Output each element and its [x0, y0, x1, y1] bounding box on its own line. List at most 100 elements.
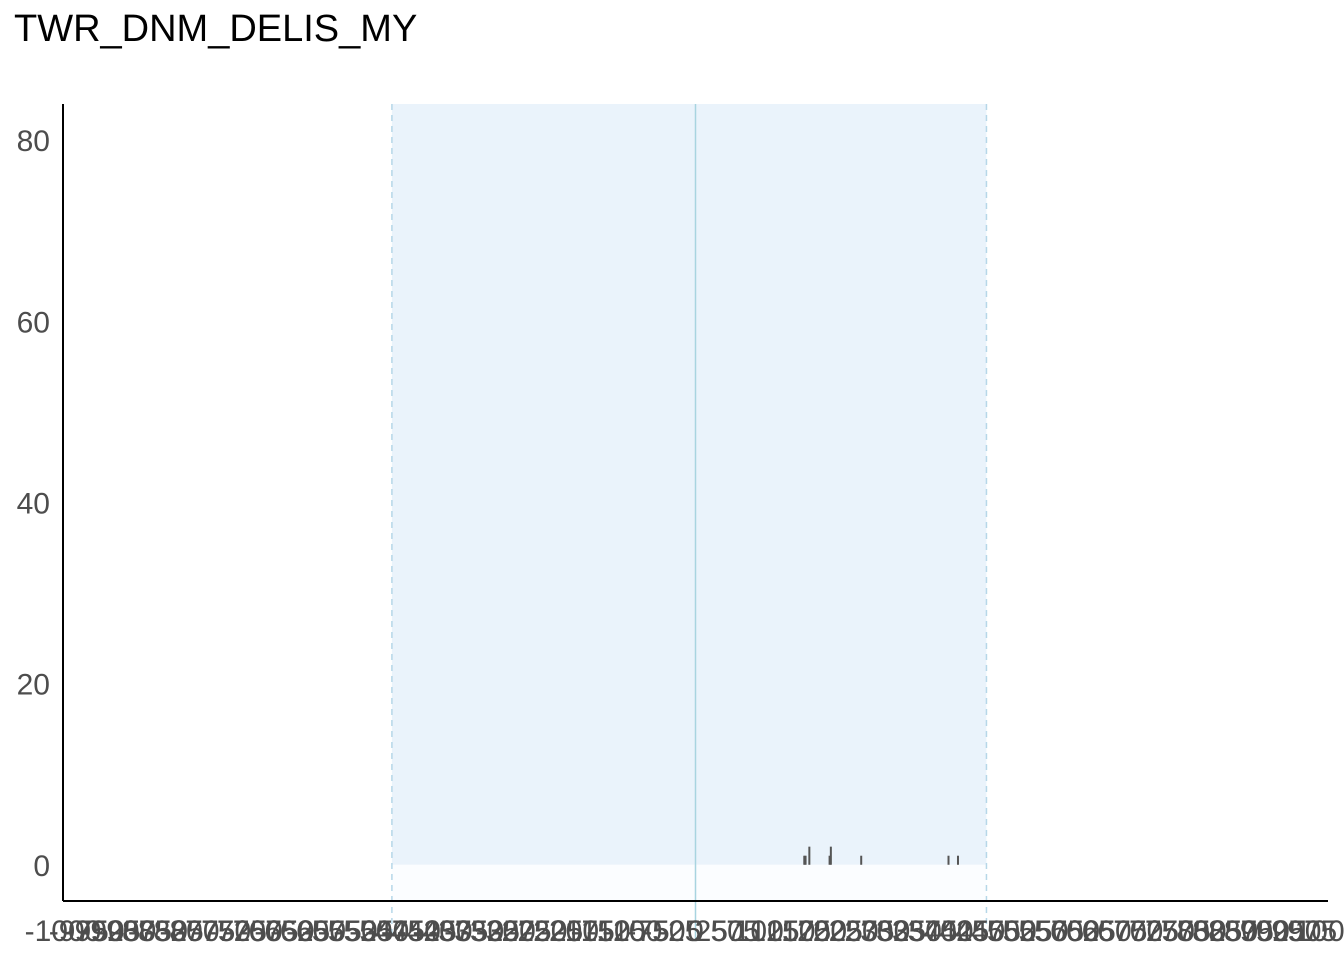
chart-title: TWR_DNM_DELIS_MY	[14, 8, 418, 50]
x-tick-label: -500	[349, 915, 409, 948]
y-tick-label: 60	[17, 306, 50, 339]
x-tick-label: 75	[726, 915, 759, 948]
x-tick-label: 200	[797, 915, 847, 948]
x-tick-label: -725	[207, 915, 267, 948]
x-tick-label: 800	[1176, 915, 1226, 948]
x-tick-label: 400	[923, 915, 973, 948]
x-tick-label: -875	[112, 915, 172, 948]
x-tick-label: -925	[80, 915, 140, 948]
x-tick-label: -475	[365, 915, 425, 948]
x-tick-label: -100	[602, 915, 662, 948]
x-tick-labels: -1000-975-950-925-900-875-850-825-800-77…	[25, 915, 1344, 948]
x-tick-label: 500	[987, 915, 1037, 948]
x-tick-label: -825	[144, 915, 204, 948]
shaded-region	[391, 104, 987, 865]
x-tick-label: -225	[523, 915, 583, 948]
x-tick-label: -1000	[25, 915, 102, 948]
x-tick-label: 125	[750, 915, 800, 948]
x-tick-label: -450	[381, 915, 441, 948]
x-tick-label: -25	[658, 915, 701, 948]
x-tick-label: -675	[239, 915, 299, 948]
x-tick-label: -900	[96, 915, 156, 948]
bar	[803, 855, 806, 865]
x-tick-label: 450	[955, 915, 1005, 948]
x-tick-label: -250	[507, 915, 567, 948]
x-tick-label: -950	[65, 915, 125, 948]
x-tick-label: 150	[765, 915, 815, 948]
bar	[829, 846, 832, 865]
x-tick-label: 225	[813, 915, 863, 948]
x-tick-label: 350	[892, 915, 942, 948]
x-tick-label: 375	[908, 915, 958, 948]
x-tick-label: 25	[695, 915, 728, 948]
x-tick-label: 900	[1240, 915, 1290, 948]
x-tick-label: 275	[844, 915, 894, 948]
x-tick-label: -700	[223, 915, 283, 948]
x-tick-label: -525	[333, 915, 393, 948]
x-tick-label: 175	[781, 915, 831, 948]
x-tick-label: 575	[1034, 915, 1084, 948]
x-tick-label: 875	[1224, 915, 1274, 948]
x-tick-label: -175	[555, 915, 615, 948]
axes-layer	[62, 104, 1328, 902]
x-tick-label: 1000	[1295, 915, 1344, 948]
x-tick-label: -300	[476, 915, 536, 948]
x-tick-label: -150	[571, 915, 631, 948]
x-tick-label: -50	[642, 915, 685, 948]
bar	[956, 855, 959, 865]
x-tick-label: 950	[1271, 915, 1321, 948]
x-tick-label: 550	[1018, 915, 1068, 948]
bar	[808, 846, 811, 865]
x-tick-label: 325	[876, 915, 926, 948]
shaded-region-base	[391, 864, 987, 901]
x-tick-label: -375	[428, 915, 488, 948]
x-tick-label: -600	[286, 915, 346, 948]
x-tick-label: 100	[734, 915, 784, 948]
x-tick-label: 625	[1066, 915, 1116, 948]
x-tick-label: -350	[444, 915, 504, 948]
x-tick-label: 725	[1129, 915, 1179, 948]
x-tick-label: 50	[710, 915, 743, 948]
x-tick-label: 650	[1082, 915, 1132, 948]
x-tick-label: -850	[128, 915, 188, 948]
bar	[947, 855, 950, 865]
bars-layer	[803, 846, 959, 865]
x-tick-label: -550	[318, 915, 378, 948]
x-tick-label: 475	[971, 915, 1021, 948]
bar	[828, 855, 831, 865]
x-tick-label: 775	[1161, 915, 1211, 948]
x-tick-label: 525	[1003, 915, 1053, 948]
x-tick-label: -125	[586, 915, 646, 948]
y-tick-label: 40	[17, 488, 50, 521]
x-tick-label: 675	[1097, 915, 1147, 948]
x-tick-label: -575	[302, 915, 362, 948]
x-tick-label: -425	[397, 915, 457, 948]
x-tick-label: -275	[492, 915, 552, 948]
bar	[860, 855, 863, 865]
x-tick-label: 700	[1113, 915, 1163, 948]
x-tick-label: -750	[191, 915, 251, 948]
x-tick-label: -325	[460, 915, 520, 948]
y-tick-label: 0	[33, 850, 50, 883]
y-tick-label: 80	[17, 125, 50, 158]
y-tick-labels: 0 20 40 60 80	[17, 125, 50, 883]
x-tick-label: 825	[1192, 915, 1242, 948]
x-tick-label: 0	[687, 915, 704, 948]
x-tick-label: -75	[626, 915, 669, 948]
x-tick-label: -400	[412, 915, 472, 948]
x-tick-label: 600	[1050, 915, 1100, 948]
y-tick-label: 20	[17, 669, 50, 702]
x-tick-label: 850	[1208, 915, 1258, 948]
x-tick-label: -200	[539, 915, 599, 948]
x-tick-label: -800	[159, 915, 219, 948]
x-tick-label: -775	[175, 915, 235, 948]
x-tick-label: 925	[1256, 915, 1306, 948]
x-tick-label: -650	[254, 915, 314, 948]
x-tick-label: 975	[1287, 915, 1337, 948]
x-tick-label: 250	[829, 915, 879, 948]
x-tick-label: 300	[860, 915, 910, 948]
x-tick-label: -625	[270, 915, 330, 948]
x-tick-label: 425	[939, 915, 989, 948]
shaded-region-layer	[391, 104, 988, 939]
